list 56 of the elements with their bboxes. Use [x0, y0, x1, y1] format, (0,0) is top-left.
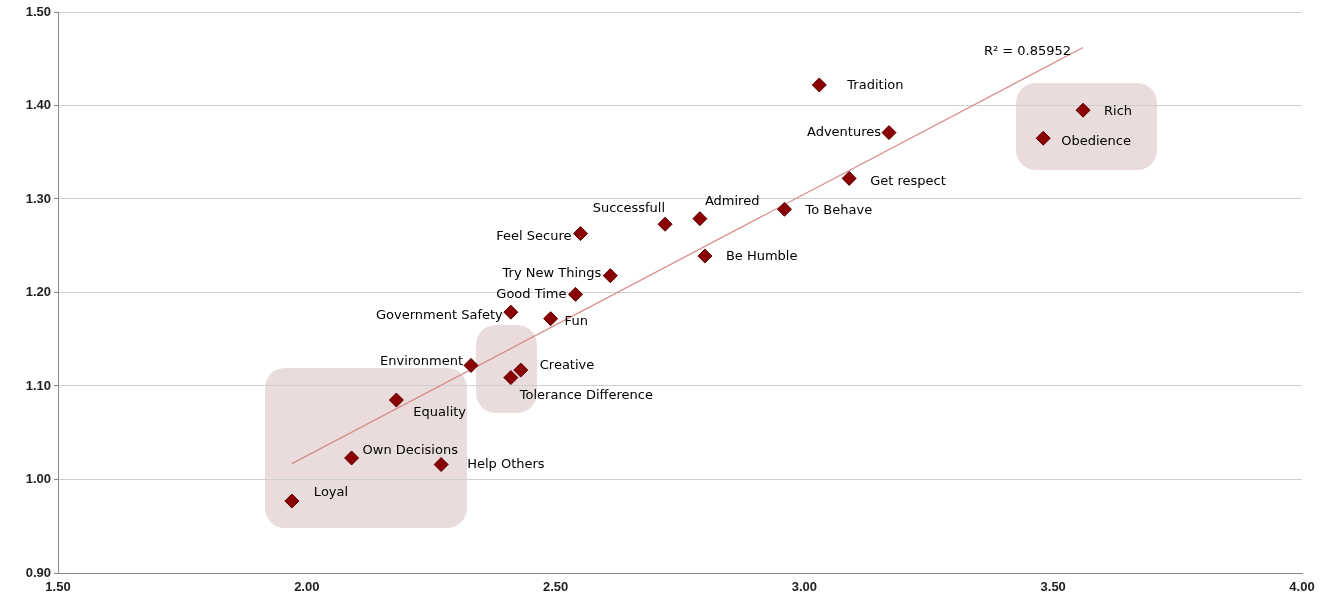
- point: [344, 450, 360, 466]
- y-tick-label: 1.00: [25, 471, 51, 487]
- point: [697, 248, 713, 264]
- series-label: To Behave: [804, 201, 873, 217]
- annotation: R² = 0.85952: [983, 42, 1072, 58]
- x-tick-label: 4.00: [1289, 579, 1315, 595]
- series-label: Own Decisions: [362, 442, 459, 458]
- series-label: Equality: [413, 404, 467, 420]
- point: [433, 457, 449, 473]
- point: [1035, 130, 1051, 146]
- y-tick-label: 1.10: [25, 377, 51, 393]
- y-tick-label: 0.90: [25, 564, 51, 580]
- point: [543, 311, 559, 327]
- x-tick-label: 1.50: [45, 579, 71, 595]
- series-label: Tolerance Difference: [518, 386, 653, 402]
- point: [602, 268, 618, 284]
- point: [388, 392, 404, 408]
- point: [568, 286, 583, 302]
- series-label: Obedience: [1061, 132, 1131, 148]
- x-tick-label: 2.50: [542, 579, 569, 595]
- series-label: Feel Secure: [496, 227, 572, 243]
- y-tick-label: 1.30: [25, 190, 51, 206]
- series-label: Environment: [379, 352, 464, 368]
- point: [777, 201, 792, 217]
- point: [503, 304, 519, 320]
- series-label: Admired: [704, 193, 760, 209]
- series-label: Be Humble: [725, 248, 798, 264]
- point: [881, 125, 897, 141]
- y-tick-label: 1.20: [25, 284, 51, 300]
- series-label: Tradition: [846, 77, 904, 93]
- series-label: Good Time: [496, 285, 567, 301]
- series-label: Try New Things: [501, 265, 602, 281]
- point: [1075, 102, 1091, 118]
- x-tick-label: 3.00: [791, 579, 818, 595]
- point: [841, 170, 857, 186]
- series-label: Government Safety: [376, 306, 504, 322]
- x-tick-label: 3.50: [1040, 579, 1066, 595]
- series-label: Creative: [539, 357, 595, 373]
- series-label: Rich: [1104, 102, 1133, 118]
- series-label: Adventures: [806, 123, 882, 139]
- point: [463, 357, 479, 373]
- series-label: Get respect: [870, 172, 946, 188]
- point: [811, 77, 827, 93]
- y-tick-label: 1.50: [25, 3, 51, 19]
- series-label: Help Others: [467, 455, 545, 471]
- series-label: Loyal: [313, 484, 349, 500]
- series-label: Fun: [564, 313, 588, 329]
- point: [572, 226, 588, 242]
- y-tick-label: 1.40: [25, 97, 51, 113]
- series-label: Successfull: [592, 199, 666, 215]
- point: [657, 216, 673, 232]
- x-tick-label: 2.00: [294, 579, 320, 595]
- point: [692, 211, 708, 227]
- point: [503, 370, 519, 386]
- point: [284, 493, 300, 509]
- point: [513, 362, 529, 378]
